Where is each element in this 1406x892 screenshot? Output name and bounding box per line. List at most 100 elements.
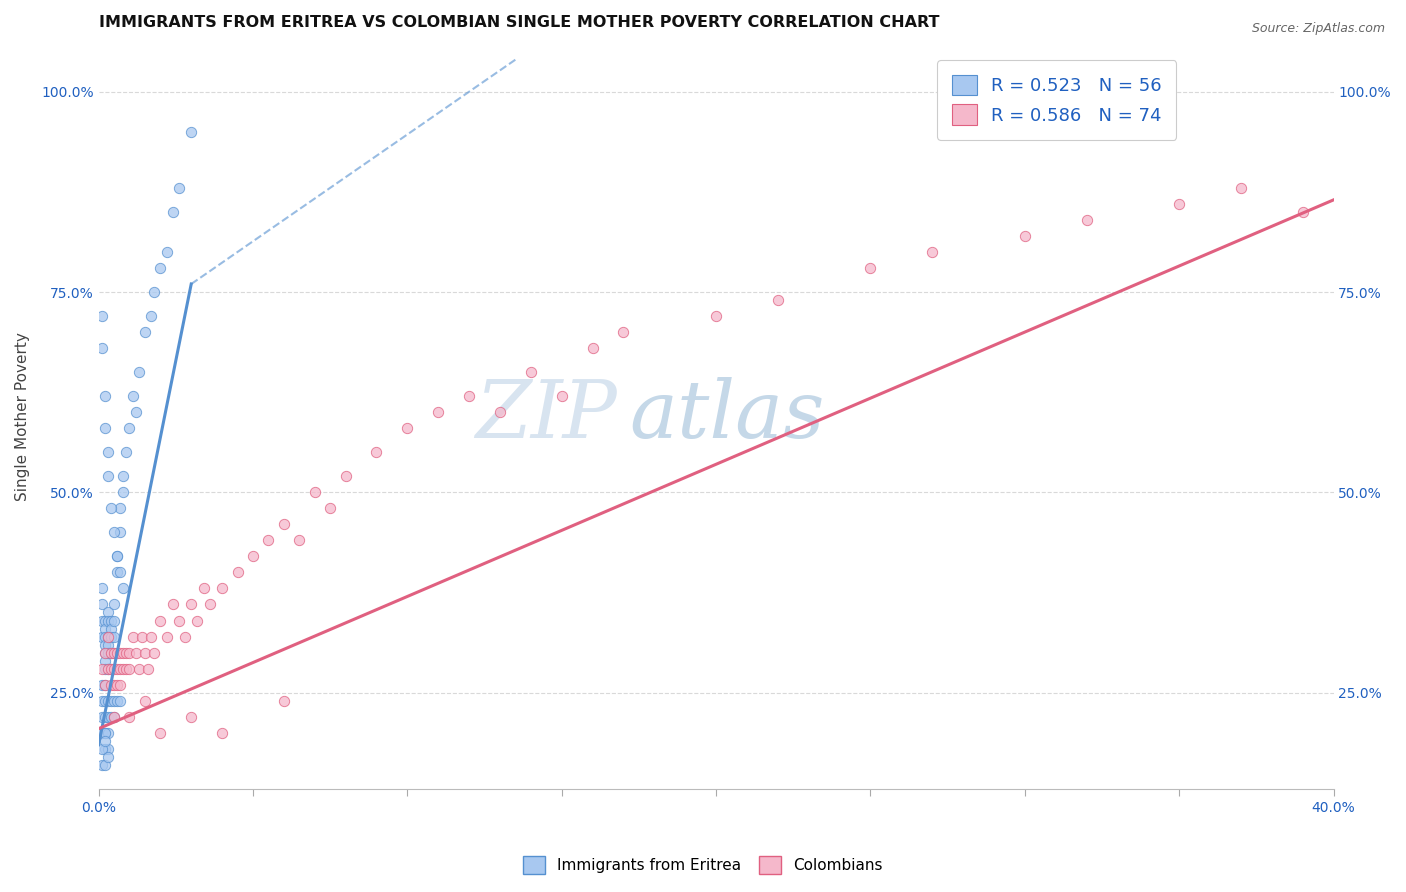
- Point: [97, 693, 120, 707]
- Point: [550, 389, 572, 403]
- Point: [94, 725, 117, 739]
- Point: [105, 549, 128, 564]
- Point: [97, 638, 120, 652]
- Point: [97, 725, 120, 739]
- Point: [94, 389, 117, 403]
- Point: [103, 709, 125, 723]
- Point: [103, 693, 125, 707]
- Point: [335, 469, 357, 483]
- Text: Source: ZipAtlas.com: Source: ZipAtlas.com: [1251, 22, 1385, 36]
- Point: [128, 662, 150, 676]
- Point: [100, 646, 122, 660]
- Point: [167, 181, 190, 195]
- Point: [581, 341, 603, 355]
- Point: [100, 693, 122, 707]
- Point: [1014, 229, 1036, 244]
- Text: ZIP: ZIP: [475, 377, 617, 455]
- Point: [103, 614, 125, 628]
- Point: [112, 662, 135, 676]
- Point: [155, 244, 177, 259]
- Point: [103, 630, 125, 644]
- Text: atlas: atlas: [630, 377, 825, 455]
- Point: [115, 662, 138, 676]
- Point: [105, 549, 128, 564]
- Point: [273, 517, 295, 532]
- Point: [103, 525, 125, 540]
- Point: [100, 614, 122, 628]
- Point: [103, 662, 125, 676]
- Point: [124, 646, 146, 660]
- Point: [105, 646, 128, 660]
- Point: [124, 405, 146, 419]
- Point: [1076, 213, 1098, 227]
- Point: [1168, 197, 1191, 211]
- Point: [155, 630, 177, 644]
- Point: [180, 598, 202, 612]
- Point: [121, 630, 143, 644]
- Point: [90, 757, 112, 772]
- Point: [458, 389, 481, 403]
- Point: [90, 693, 112, 707]
- Point: [90, 598, 112, 612]
- Point: [90, 582, 112, 596]
- Point: [112, 469, 135, 483]
- Point: [100, 662, 122, 676]
- Point: [97, 630, 120, 644]
- Point: [134, 325, 156, 339]
- Text: IMMIGRANTS FROM ERITREA VS COLOMBIAN SINGLE MOTHER POVERTY CORRELATION CHART: IMMIGRANTS FROM ERITREA VS COLOMBIAN SIN…: [98, 15, 939, 30]
- Point: [149, 725, 172, 739]
- Point: [94, 662, 117, 676]
- Point: [115, 646, 138, 660]
- Point: [143, 646, 166, 660]
- Point: [90, 741, 112, 756]
- Point: [97, 606, 120, 620]
- Point: [108, 677, 131, 691]
- Point: [319, 501, 342, 516]
- Point: [193, 582, 215, 596]
- Point: [94, 630, 117, 644]
- Point: [139, 309, 162, 323]
- Point: [304, 485, 326, 500]
- Point: [704, 309, 727, 323]
- Point: [94, 646, 117, 660]
- Point: [112, 485, 135, 500]
- Point: [211, 582, 233, 596]
- Point: [103, 709, 125, 723]
- Point: [94, 638, 117, 652]
- Point: [139, 630, 162, 644]
- Point: [118, 646, 141, 660]
- Point: [134, 693, 156, 707]
- Point: [108, 566, 131, 580]
- Point: [94, 693, 117, 707]
- Point: [180, 709, 202, 723]
- Point: [94, 677, 117, 691]
- Point: [105, 693, 128, 707]
- Point: [97, 614, 120, 628]
- Point: [100, 622, 122, 636]
- Point: [94, 733, 117, 747]
- Point: [97, 749, 120, 764]
- Point: [162, 205, 184, 219]
- Point: [921, 244, 943, 259]
- Point: [427, 405, 450, 419]
- Point: [105, 662, 128, 676]
- Y-axis label: Single Mother Poverty: Single Mother Poverty: [15, 332, 30, 500]
- Point: [396, 421, 419, 435]
- Point: [143, 285, 166, 299]
- Point: [105, 677, 128, 691]
- Point: [103, 677, 125, 691]
- Point: [94, 622, 117, 636]
- Point: [97, 662, 120, 676]
- Point: [100, 501, 122, 516]
- Point: [186, 614, 208, 628]
- Point: [136, 662, 159, 676]
- Point: [118, 421, 141, 435]
- Point: [108, 525, 131, 540]
- Legend: R = 0.523   N = 56, R = 0.586   N = 74: R = 0.523 N = 56, R = 0.586 N = 74: [936, 60, 1177, 140]
- Point: [97, 445, 120, 459]
- Point: [94, 421, 117, 435]
- Point: [366, 445, 388, 459]
- Point: [1230, 181, 1253, 195]
- Point: [273, 693, 295, 707]
- Point: [94, 725, 117, 739]
